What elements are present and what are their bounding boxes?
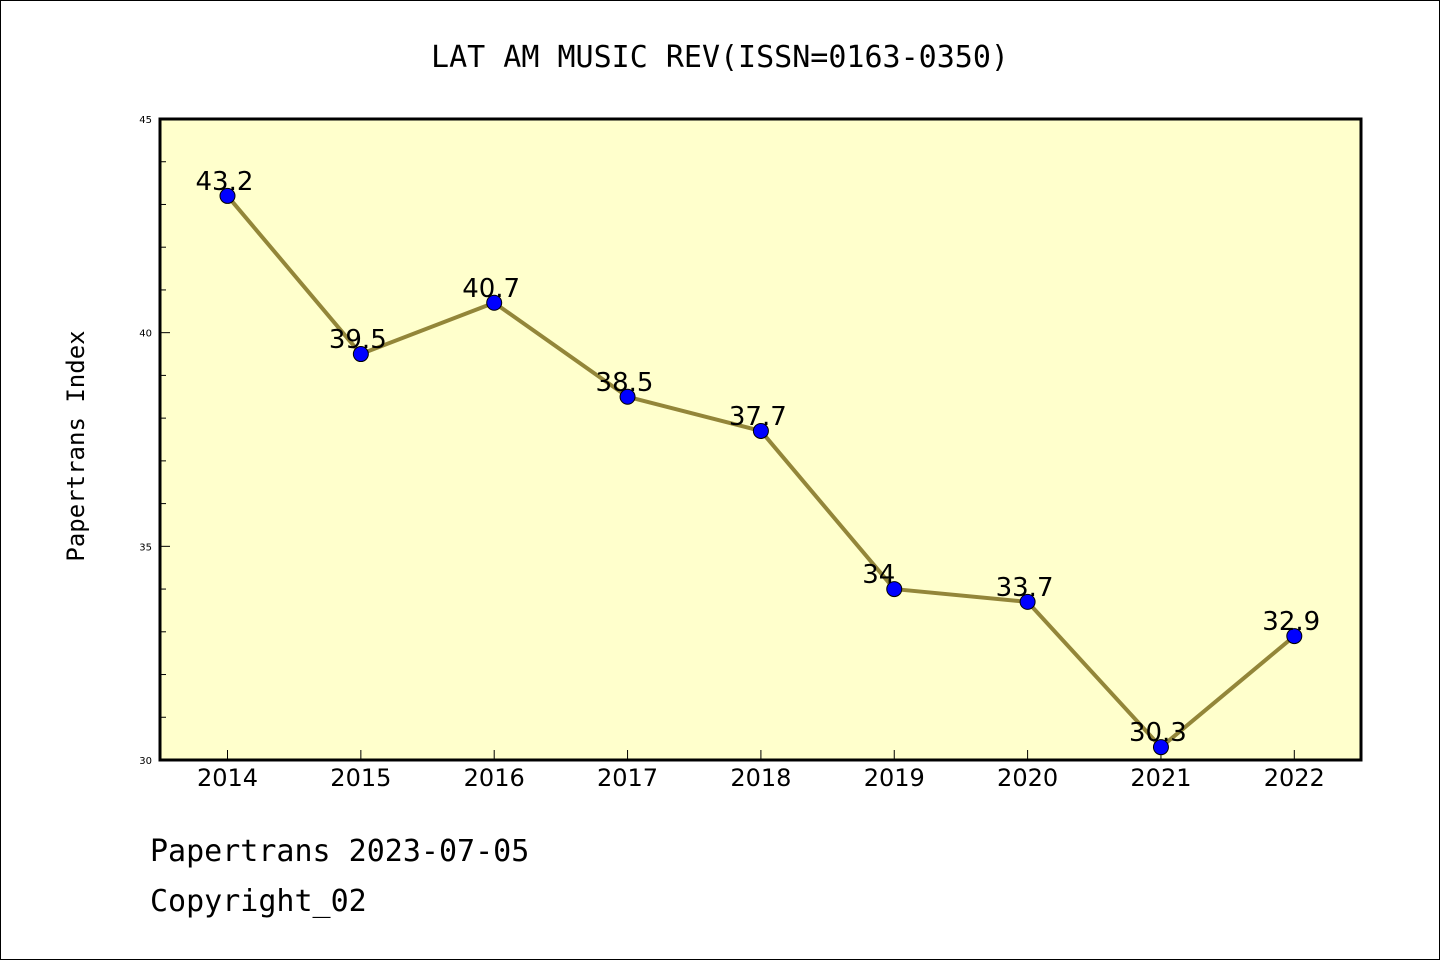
plot-area: [160, 119, 1361, 760]
data-label: 43.2: [196, 167, 254, 197]
x-tick-label: 2017: [597, 764, 658, 792]
x-axis: 2014 2015 2016 2017 2018 2019 2020 2021 2022: [197, 750, 1325, 792]
x-tick-label: 2022: [1264, 764, 1325, 792]
data-point: [486, 294, 503, 311]
data-point: [1152, 739, 1169, 756]
data-points: [219, 187, 1303, 756]
data-point: [219, 187, 236, 204]
x-tick-label: 2020: [997, 764, 1058, 792]
data-label: 39.5: [329, 325, 387, 355]
data-label: 32.9: [1262, 607, 1320, 637]
x-tick-label: 2021: [1130, 764, 1191, 792]
x-tick-label: 2019: [864, 764, 925, 792]
plot-border: [158, 117, 1363, 762]
data-point: [619, 388, 636, 405]
x-tick-label: 2016: [464, 764, 525, 792]
data-point: [1286, 628, 1303, 645]
data-labels: 43.2 39.5 40.7 38.5 37.7 34 33.7 30.3 32.9: [196, 167, 1321, 748]
y-tick-label: 35: [139, 542, 152, 553]
chart-title: LAT AM MUSIC REV(ISSN=0163-0350): [431, 40, 1009, 75]
y-tick-label: 30: [139, 756, 152, 767]
data-label: 33.7: [996, 573, 1054, 603]
x-tick-label: 2015: [330, 764, 391, 792]
y-tick-label: 40: [139, 329, 152, 340]
data-label: 38.5: [596, 368, 654, 398]
y-tick-label: 45: [139, 115, 152, 126]
data-point: [1019, 593, 1036, 610]
data-point: [352, 346, 369, 363]
x-tick-label: 2018: [730, 764, 791, 792]
data-point: [752, 422, 769, 439]
data-label: 37.7: [729, 402, 787, 432]
footer-date-line: Papertrans 2023-07-05: [150, 834, 530, 869]
data-label: 34: [862, 560, 895, 590]
y-axis-label: Papertrans Index: [62, 330, 90, 561]
data-label: 30.3: [1129, 718, 1187, 748]
x-tick-label: 2014: [197, 764, 258, 792]
data-label: 40.7: [462, 274, 520, 304]
footer-copyright: Copyright_02: [150, 884, 367, 919]
data-point: [886, 581, 903, 598]
